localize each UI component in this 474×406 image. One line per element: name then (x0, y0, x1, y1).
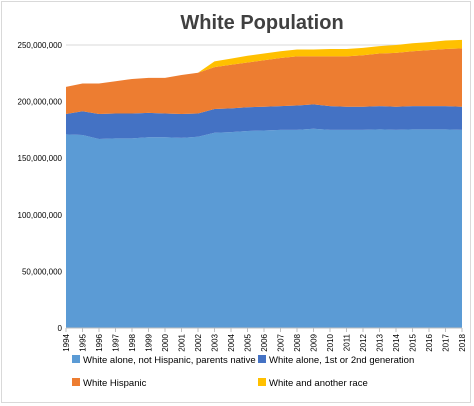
x-tick-label: 2017 (442, 333, 451, 351)
x-tick-label: 1997 (112, 333, 121, 351)
area-white-and-another-race (66, 39, 462, 87)
axes: 0 50,000,000 100,000,000 150,000,000 200,000… (18, 41, 468, 352)
legend-label: White alone, not Hispanic, parents nativ… (83, 355, 256, 366)
x-tick-label: 2008 (293, 333, 302, 351)
legend-label: White and another race (269, 378, 368, 389)
x-tick-label: 2011 (343, 333, 352, 351)
x-tick-label: 1998 (128, 333, 137, 351)
x-tick-label: 2004 (227, 333, 236, 351)
x-tick-label: 2007 (277, 333, 286, 351)
area-white-hispanic (66, 48, 462, 115)
x-tick-label: 2012 (359, 333, 368, 351)
legend-swatch (258, 355, 266, 363)
y-tick-label: 200,000,000 (18, 98, 63, 107)
x-tick-label: 2018 (458, 333, 467, 351)
x-tick-label: 2013 (376, 333, 385, 351)
legend: White alone, not Hispanic, parents nativ… (72, 355, 414, 389)
area-white-alone-1st-or-2nd-generation (66, 104, 462, 139)
area-series (66, 39, 462, 328)
y-tick-label: 50,000,000 (22, 267, 63, 276)
x-tick-label: 2006 (260, 333, 269, 351)
x-tick-label: 2009 (310, 333, 319, 351)
y-tick-label: 0 (58, 324, 63, 333)
legend-label: White Hispanic (83, 378, 147, 389)
y-tick-label: 100,000,000 (18, 211, 63, 220)
area-white-alone-not-hispanic-parents-native (66, 128, 462, 328)
x-tick-label: 2003 (211, 333, 220, 351)
x-tick-label: 1994 (62, 333, 71, 351)
legend-swatch (72, 378, 80, 386)
x-tick-label: 2015 (409, 333, 418, 351)
x-tick-label: 2014 (392, 333, 401, 351)
legend-swatch (258, 378, 266, 386)
x-tick-label: 2016 (425, 333, 434, 351)
x-tick-label: 2000 (161, 333, 170, 351)
y-tick-label: 250,000,000 (18, 41, 63, 50)
x-tick-label: 2005 (244, 333, 253, 351)
x-tick-label: 2001 (178, 333, 187, 351)
legend-swatch (72, 355, 80, 363)
x-tick-label: 1996 (95, 333, 104, 351)
chart-title: White Population (180, 12, 343, 34)
legend-label: White alone, 1st or 2nd generation (269, 355, 414, 366)
x-tick-label: 1995 (79, 333, 88, 351)
x-tick-label: 2010 (326, 333, 335, 351)
y-tick-label: 150,000,000 (18, 154, 63, 163)
x-tick-label: 1999 (145, 333, 154, 351)
x-tick-label: 2002 (194, 333, 203, 351)
